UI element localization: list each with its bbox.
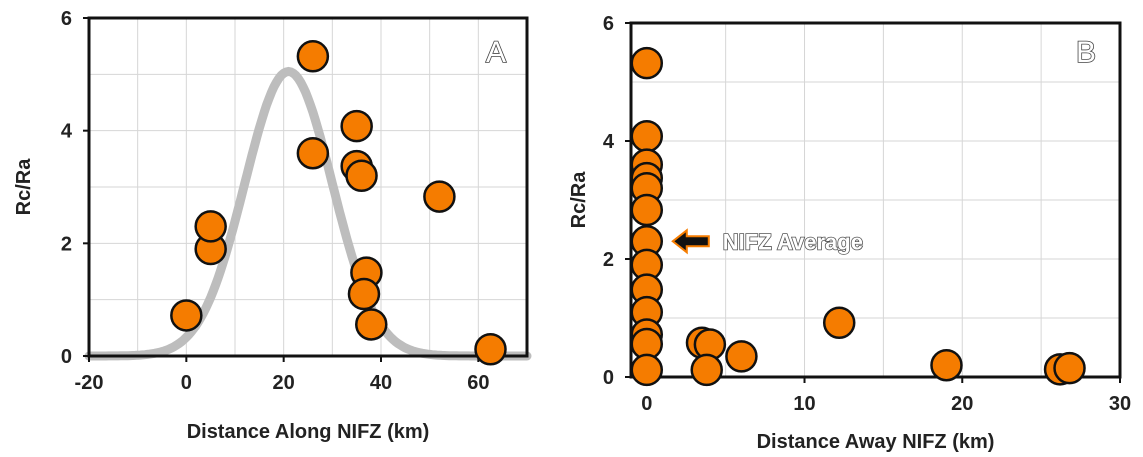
grid xyxy=(631,22,1121,377)
data-point xyxy=(423,180,456,213)
data-point xyxy=(474,332,507,366)
x-tick-label: 20 xyxy=(951,393,973,415)
y-tick-label: 0 xyxy=(603,367,614,389)
data-point xyxy=(630,193,664,227)
data-point xyxy=(340,109,373,143)
data-point xyxy=(930,348,963,382)
y-tick-labels: 0 2 4 6 xyxy=(61,8,89,368)
y-axis-label: Rc/Ra xyxy=(568,171,590,229)
x-tick-label: 10 xyxy=(793,393,815,415)
y-tick-labels: 0 2 4 6 xyxy=(603,13,631,389)
y-tick-label: 2 xyxy=(61,233,72,255)
x-tick-label: 40 xyxy=(370,372,392,394)
data-point xyxy=(630,46,664,80)
x-tick-label: -20 xyxy=(75,372,104,394)
x-tick-label: 0 xyxy=(641,393,652,415)
y-tick-label: 0 xyxy=(61,346,72,368)
data-point xyxy=(170,299,203,332)
data-point xyxy=(1053,351,1086,385)
y-tick-label: 6 xyxy=(603,13,614,35)
data-point xyxy=(296,40,330,73)
x-tick-label: 60 xyxy=(467,372,489,394)
panel-label: B xyxy=(1076,36,1096,69)
annotation-label: NIFZ Average xyxy=(723,229,863,254)
y-tick-label: 4 xyxy=(603,131,615,153)
x-tick-label: 30 xyxy=(1109,393,1131,415)
data-points xyxy=(170,40,507,366)
arrow-left-icon xyxy=(671,228,710,255)
x-tick-labels: -20 0 20 40 60 xyxy=(75,356,489,394)
plot-frame xyxy=(87,16,529,358)
panel-b: 0 10 20 30 0 2 4 6 Distance Away NIFZ (km) Rc/Ra N… xyxy=(568,13,1131,453)
data-point xyxy=(725,340,758,373)
x-tick-labels: 0 10 20 30 xyxy=(641,377,1131,415)
data-point xyxy=(194,210,227,243)
x-axis-label: Distance Away NIFZ (km) xyxy=(757,431,995,453)
plot-frame xyxy=(629,21,1122,379)
data-point xyxy=(630,353,664,387)
data-point xyxy=(690,353,723,387)
y-tick-label: 4 xyxy=(61,121,73,143)
data-points xyxy=(630,46,1086,387)
annotation: NIFZ Average xyxy=(671,228,864,255)
gaussian-curve xyxy=(84,66,532,361)
y-axis-label: Rc/Ra xyxy=(13,158,35,216)
data-point xyxy=(345,159,378,192)
x-tick-label: 20 xyxy=(273,372,295,394)
data-point xyxy=(347,277,381,311)
x-tick-label: 0 xyxy=(181,372,192,394)
x-axis-label: Distance Along NIFZ (km) xyxy=(187,421,430,443)
panel-label: A xyxy=(486,36,506,69)
data-point xyxy=(355,308,388,341)
data-point xyxy=(630,120,664,153)
data-point xyxy=(822,306,856,339)
y-tick-label: 6 xyxy=(61,8,72,30)
y-tick-label: 2 xyxy=(603,249,614,271)
data-point xyxy=(296,136,330,170)
